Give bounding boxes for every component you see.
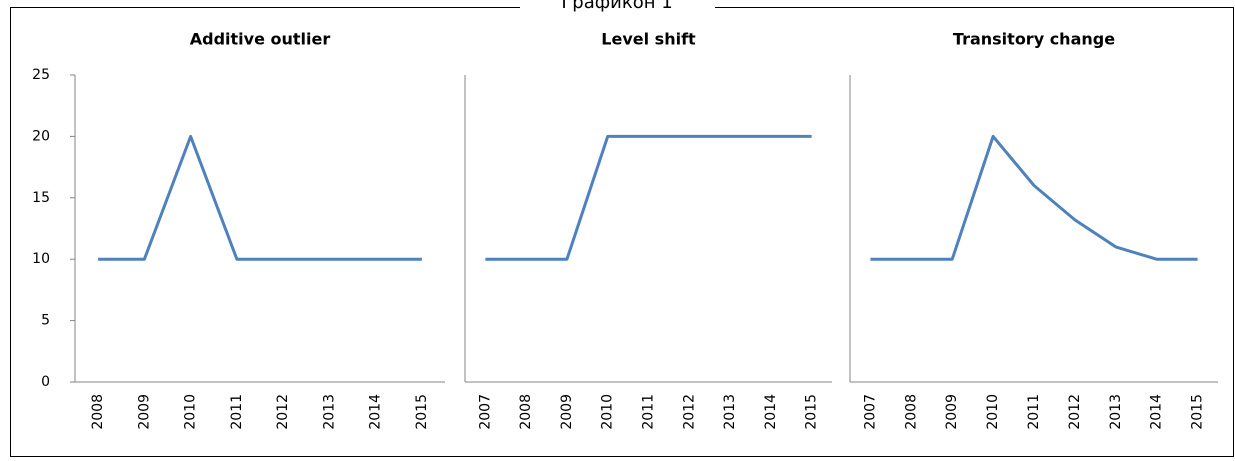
chart-title: Transitory change [953, 30, 1115, 49]
frame [10, 7, 1234, 457]
y-tick-label: 20 [32, 128, 50, 144]
y-tick-label: 25 [32, 67, 50, 83]
x-tick-label: 2010 [183, 394, 199, 430]
x-tick-label: 2012 [275, 394, 291, 430]
x-tick-label: 2014 [368, 394, 384, 430]
figure-title: Графикон 1 [561, 0, 672, 13]
line-series [98, 134, 422, 261]
chart-title: Level shift [601, 30, 696, 49]
y-tick-label: 5 [41, 313, 50, 329]
x-tick-label: 2013 [1108, 394, 1124, 430]
x-tick-label: 2007 [477, 394, 493, 430]
chart-title: Additive outlier [190, 30, 331, 49]
x-tick-label: 2011 [641, 394, 657, 430]
line-series [870, 134, 1198, 261]
y-tick-label: 0 [41, 374, 50, 390]
x-tick-label: 2011 [229, 394, 245, 430]
x-tick-label: 2012 [1067, 394, 1083, 430]
x-tick-label: 2015 [804, 394, 820, 430]
x-tick-label: 2010 [985, 394, 1001, 430]
x-tick-label: 2013 [722, 394, 738, 430]
x-tick-label: 2008 [903, 394, 919, 430]
x-tick-label: 2008 [518, 394, 534, 430]
y-tick-label: 15 [32, 190, 50, 206]
x-tick-label: 2008 [90, 394, 106, 430]
x-tick-label: 2013 [321, 394, 337, 430]
x-tick-label: 2015 [414, 394, 430, 430]
y-tick-label: 10 [32, 251, 50, 267]
x-tick-label: 2007 [862, 394, 878, 430]
x-tick-label: 2009 [136, 394, 152, 430]
x-tick-label: 2014 [763, 394, 779, 430]
x-tick-label: 2014 [1149, 394, 1165, 430]
x-tick-label: 2015 [1190, 394, 1206, 430]
x-tick-label: 2009 [944, 394, 960, 430]
x-tick-label: 2011 [1026, 394, 1042, 430]
x-tick-label: 2012 [681, 394, 697, 430]
x-tick-label: 2009 [559, 394, 575, 430]
title-backing [520, 0, 715, 14]
line-series [485, 134, 812, 261]
x-tick-label: 2010 [600, 394, 616, 430]
